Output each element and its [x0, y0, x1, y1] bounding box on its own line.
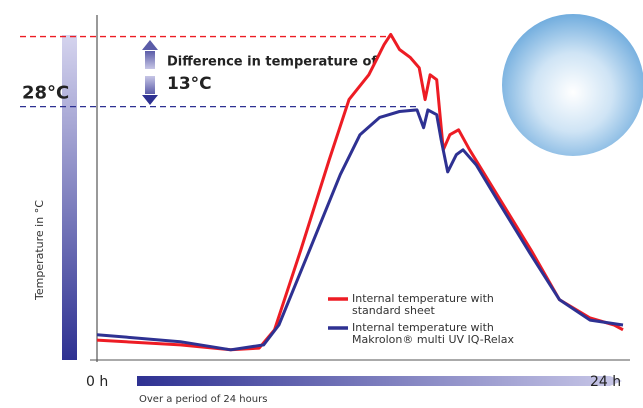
x-gradient-arrow [137, 376, 622, 386]
y-gradient-bar [62, 35, 77, 360]
difference-arrow [142, 40, 158, 105]
annotation: 13°C [167, 74, 212, 94]
series-line [96, 32, 624, 352]
legend-label: Internal temperature with standard sheet [352, 292, 494, 317]
x-axis-label: Over a period of 24 hours [139, 394, 267, 405]
x-tick-label: 24 h [590, 374, 621, 390]
x-tick-label: 0 h [86, 374, 108, 390]
annotation: Difference in temperature of [167, 55, 377, 70]
legend-label: Internal temperature with Makrolon® mult… [352, 321, 514, 346]
series-line [96, 108, 624, 352]
y-tick-label: 28°C [22, 83, 69, 104]
y-axis-label: Temperature in °C [33, 200, 46, 301]
sky-image [498, 10, 643, 160]
